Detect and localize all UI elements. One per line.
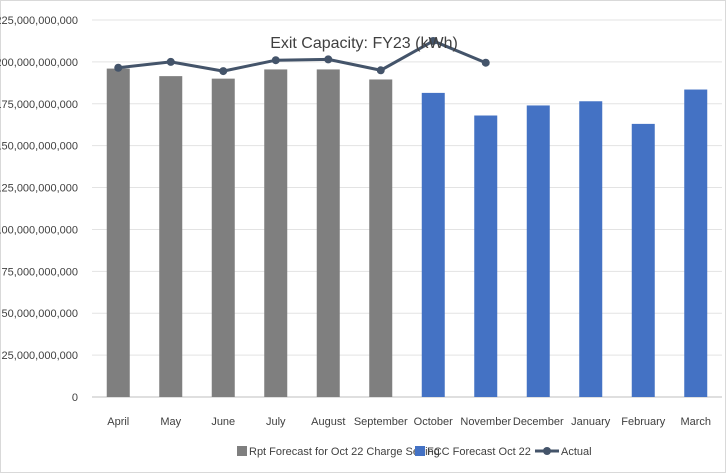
y-tick-label: 225,000,000,000 (0, 15, 78, 27)
actual-point (376, 66, 385, 75)
legend-label: Actual (561, 446, 592, 458)
x-category-label: July (266, 416, 286, 428)
legend-marker (543, 447, 551, 455)
x-category-label: December (513, 416, 564, 428)
actual-series-line (118, 39, 487, 73)
y-axis-tick-labels: 0 25,000,000,000 50,000,000,000 75,000,000,… (0, 15, 78, 404)
actual-point (219, 67, 228, 76)
legend-label: Rpt Forecast for Oct 22 Charge Setting (249, 446, 440, 458)
x-category-label: May (160, 416, 181, 428)
x-category-label: November (460, 416, 511, 428)
bar (631, 123, 655, 397)
x-category-label: August (311, 416, 345, 428)
bar (106, 68, 130, 397)
x-category-label: October (414, 416, 453, 428)
x-category-label: April (107, 416, 129, 428)
x-category-label: June (211, 416, 235, 428)
y-tick-label: 75,000,000,000 (2, 266, 78, 278)
legend: Rpt Forecast for Oct 22 Charge SettingFC… (237, 446, 592, 458)
bar (526, 105, 550, 397)
actual-point (166, 57, 175, 66)
bar (316, 69, 340, 397)
bar (684, 89, 708, 397)
x-category-label: February (621, 416, 666, 428)
bar (579, 101, 603, 398)
legend-label: FCC Forecast Oct 22 (427, 446, 531, 458)
bar (474, 115, 498, 398)
y-tick-label: 150,000,000,000 (0, 141, 78, 153)
y-tick-label: 200,000,000,000 (0, 57, 78, 69)
y-tick-label: 0 (72, 392, 78, 404)
legend-swatch (237, 446, 247, 456)
chart-title: Exit Capacity: FY23 (kWh) (270, 35, 458, 52)
x-category-label: January (571, 416, 611, 428)
bar (159, 76, 183, 398)
bar (264, 69, 288, 397)
x-category-label: September (354, 416, 408, 428)
actual-point (481, 58, 490, 67)
y-tick-label: 175,000,000,000 (0, 99, 78, 111)
actual-point (271, 56, 280, 65)
gridlines (92, 19, 722, 398)
actual-point (324, 55, 333, 64)
y-tick-label: 25,000,000,000 (2, 350, 78, 362)
y-tick-label: 125,000,000,000 (0, 183, 78, 195)
y-tick-label: 100,000,000,000 (0, 224, 78, 236)
bar (421, 92, 445, 398)
bar (369, 79, 393, 397)
x-category-label: March (680, 416, 711, 428)
bar (211, 78, 235, 398)
actual-point (429, 36, 438, 45)
y-tick-label: 50,000,000,000 (2, 308, 78, 320)
bars (106, 68, 708, 398)
x-axis-category-labels: April May June July August September October No… (107, 416, 711, 428)
actual-line (114, 36, 490, 76)
actual-point (114, 63, 123, 72)
legend-swatch (415, 446, 425, 456)
